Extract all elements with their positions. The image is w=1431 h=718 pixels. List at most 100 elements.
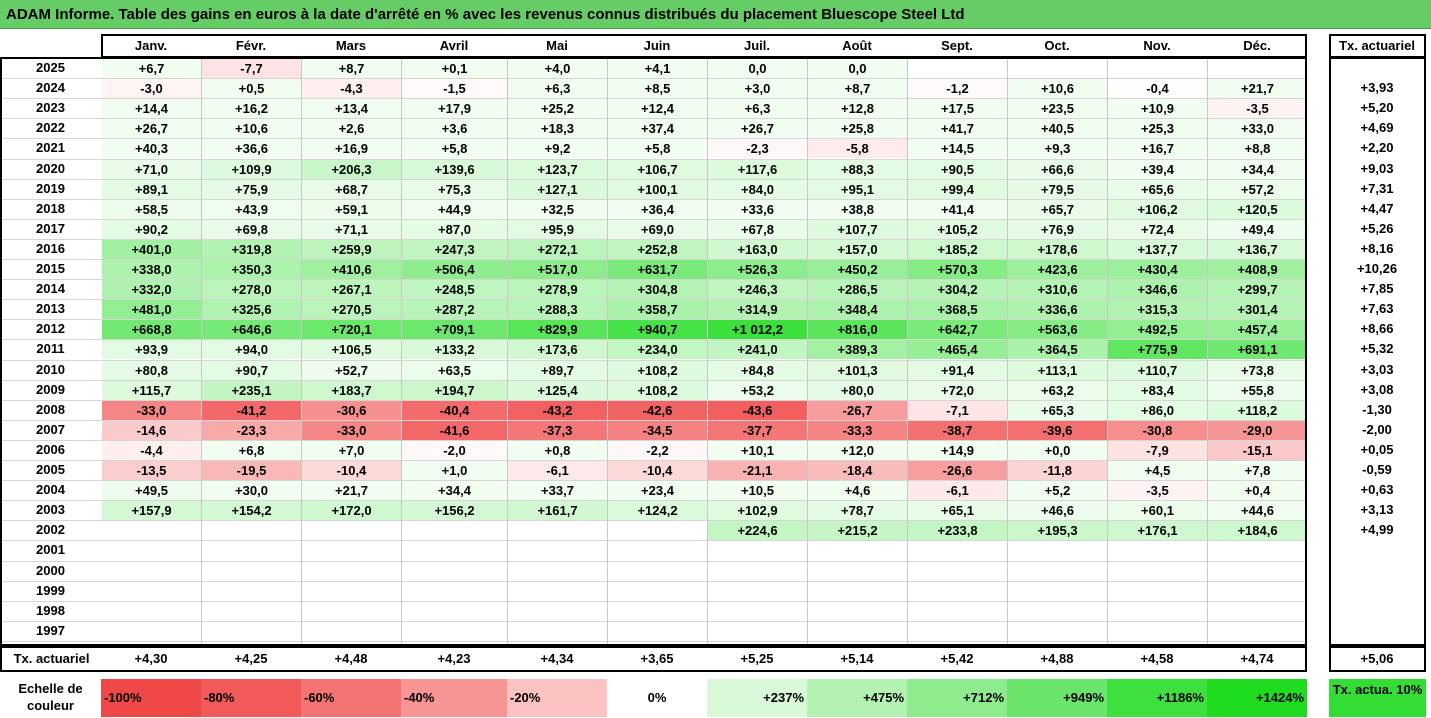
- table-cell: -43,6: [708, 400, 807, 420]
- table-cell: 0,0: [808, 59, 907, 79]
- table-cell: -39,6: [1008, 420, 1107, 440]
- table-cell: +195,3: [1008, 521, 1107, 541]
- table-cell: +107,7: [808, 219, 907, 239]
- footer-value: +3,65: [640, 651, 674, 666]
- table-cell: +32,5: [508, 199, 607, 219]
- table-cell: +178,6: [1008, 239, 1107, 259]
- tx-actuariel-cell: -1,30: [1362, 401, 1392, 417]
- table-cell: -40,4: [402, 400, 507, 420]
- table-cell: -41,2: [202, 400, 301, 420]
- table-cell: +0,8: [508, 440, 607, 460]
- table-cell: -41,6: [402, 420, 507, 440]
- table-cell: +389,3: [808, 340, 907, 360]
- table-cell: [202, 581, 301, 601]
- grid-line: [907, 57, 908, 645]
- grid-line: [0, 621, 1307, 622]
- table-cell: +3,6: [402, 119, 507, 139]
- table-cell: +41,7: [908, 119, 1007, 139]
- table-cell: +8,7: [808, 79, 907, 99]
- table-cell: [402, 561, 507, 581]
- table-cell: +10,1: [708, 440, 807, 460]
- tx-actuariel-cell: +5,26: [1360, 220, 1394, 236]
- table-cell: +9,2: [508, 139, 607, 159]
- table-cell: +829,9: [508, 320, 607, 340]
- grid-line: [1207, 57, 1208, 645]
- table-cell: +156,2: [402, 501, 507, 521]
- month-header: Sept.: [941, 38, 973, 53]
- table-cell: +60,1: [1108, 501, 1207, 521]
- grid-line: [0, 360, 1307, 361]
- table-cell: +4,1: [608, 59, 707, 79]
- table-cell: +59,1: [302, 199, 401, 219]
- table-cell: +12,0: [808, 440, 907, 460]
- table-cell: [302, 621, 401, 641]
- month-header: Août: [842, 38, 872, 53]
- table-cell: +95,1: [808, 179, 907, 199]
- table-cell: +115,7: [102, 380, 201, 400]
- year-label: 2001: [36, 542, 65, 558]
- table-cell: +157,9: [102, 501, 201, 521]
- tx-actuariel-cell: +8,66: [1360, 321, 1394, 337]
- table-cell: +278,9: [508, 280, 607, 300]
- color-scale-swatch: -40%: [401, 679, 507, 717]
- table-cell: [1008, 541, 1107, 561]
- table-cell: [808, 621, 907, 641]
- table-cell: +71,0: [102, 159, 201, 179]
- table-border: [0, 57, 1307, 646]
- table-cell: +267,1: [302, 280, 401, 300]
- table-cell: -42,6: [608, 400, 707, 420]
- table-cell: +526,3: [708, 260, 807, 280]
- table-cell: [1008, 601, 1107, 621]
- grid-line: [807, 57, 808, 645]
- table-cell: +184,6: [1208, 521, 1307, 541]
- table-cell: [908, 601, 1007, 621]
- table-cell: [908, 581, 1007, 601]
- month-header: Mars: [335, 38, 367, 53]
- table-cell: -30,8: [1108, 420, 1207, 440]
- table-cell: +106,7: [608, 159, 707, 179]
- tx-actuariel-cell: -0,59: [1362, 462, 1392, 477]
- month-header: Juil.: [743, 38, 770, 53]
- table-cell: +46,6: [1008, 501, 1107, 521]
- table-cell: [708, 561, 807, 581]
- table-cell: +23,4: [608, 481, 707, 501]
- table-cell: +1,0: [402, 461, 507, 481]
- table-cell: +6,3: [508, 79, 607, 99]
- table-cell: [608, 541, 707, 561]
- table-cell: +23,5: [1008, 99, 1107, 119]
- table-cell: +109,9: [202, 159, 301, 179]
- table-cell: [1108, 581, 1207, 601]
- table-cell: +691,1: [1208, 340, 1307, 360]
- table-border: [1329, 646, 1426, 672]
- table-cell: -3,5: [1208, 99, 1307, 119]
- table-cell: [102, 601, 201, 621]
- grid-line: [0, 279, 1307, 280]
- table-cell: -33,3: [808, 420, 907, 440]
- table-cell: +241,0: [708, 340, 807, 360]
- color-scale-swatch: +1424%: [1207, 679, 1307, 717]
- table-cell: [608, 561, 707, 581]
- table-cell: +646,6: [202, 320, 301, 340]
- table-cell: +90,7: [202, 360, 301, 380]
- table-cell: -11,8: [1008, 461, 1107, 481]
- table-cell: +65,7: [1008, 199, 1107, 219]
- table-cell: +93,9: [102, 340, 201, 360]
- table-cell: +136,7: [1208, 239, 1307, 259]
- table-cell: +0,0: [1008, 440, 1107, 460]
- table-cell: +332,0: [102, 280, 201, 300]
- table-cell: +570,3: [908, 260, 1007, 280]
- table-cell: +272,1: [508, 239, 607, 259]
- tx-scale-swatch: Tx. actua. 10%: [1329, 679, 1426, 717]
- footer-value: +4,34: [540, 651, 574, 666]
- table-cell: +314,9: [708, 300, 807, 320]
- table-cell: [908, 59, 1007, 79]
- grid-line: [0, 138, 1307, 139]
- table-cell: +465,4: [908, 340, 1007, 360]
- year-label: 2002: [36, 522, 65, 538]
- footer-value: +5,42: [940, 651, 974, 666]
- table-cell: +102,9: [708, 501, 807, 521]
- table-cell: [1108, 561, 1207, 581]
- table-cell: +90,2: [102, 219, 201, 239]
- table-cell: [1208, 621, 1307, 641]
- table-cell: +172,0: [302, 501, 401, 521]
